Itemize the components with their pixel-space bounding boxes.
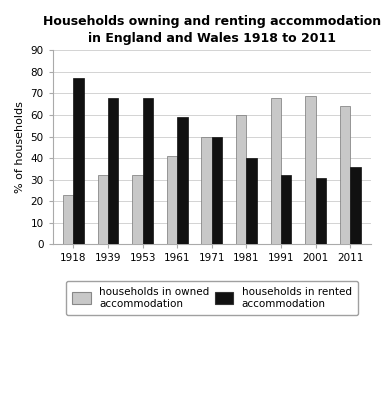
Bar bbox=[271, 98, 281, 244]
Bar bbox=[73, 78, 84, 244]
Bar bbox=[132, 176, 143, 244]
Bar bbox=[143, 98, 153, 244]
Bar bbox=[212, 136, 222, 244]
Legend: households in owned
accommodation, households in rented
accommodation: households in owned accommodation, house… bbox=[66, 281, 358, 315]
Bar bbox=[305, 96, 316, 244]
Bar bbox=[63, 195, 73, 244]
Bar bbox=[236, 115, 246, 244]
Bar bbox=[177, 117, 188, 244]
Bar bbox=[167, 156, 177, 244]
Bar bbox=[98, 176, 108, 244]
Bar bbox=[340, 106, 350, 244]
Y-axis label: % of households: % of households bbox=[15, 102, 25, 193]
Bar bbox=[281, 176, 291, 244]
Bar bbox=[201, 136, 212, 244]
Bar bbox=[350, 167, 361, 244]
Bar bbox=[316, 178, 326, 244]
Bar bbox=[246, 158, 257, 244]
Bar bbox=[108, 98, 119, 244]
Title: Households owning and renting accommodation
in England and Wales 1918 to 2011: Households owning and renting accommodat… bbox=[43, 15, 381, 45]
